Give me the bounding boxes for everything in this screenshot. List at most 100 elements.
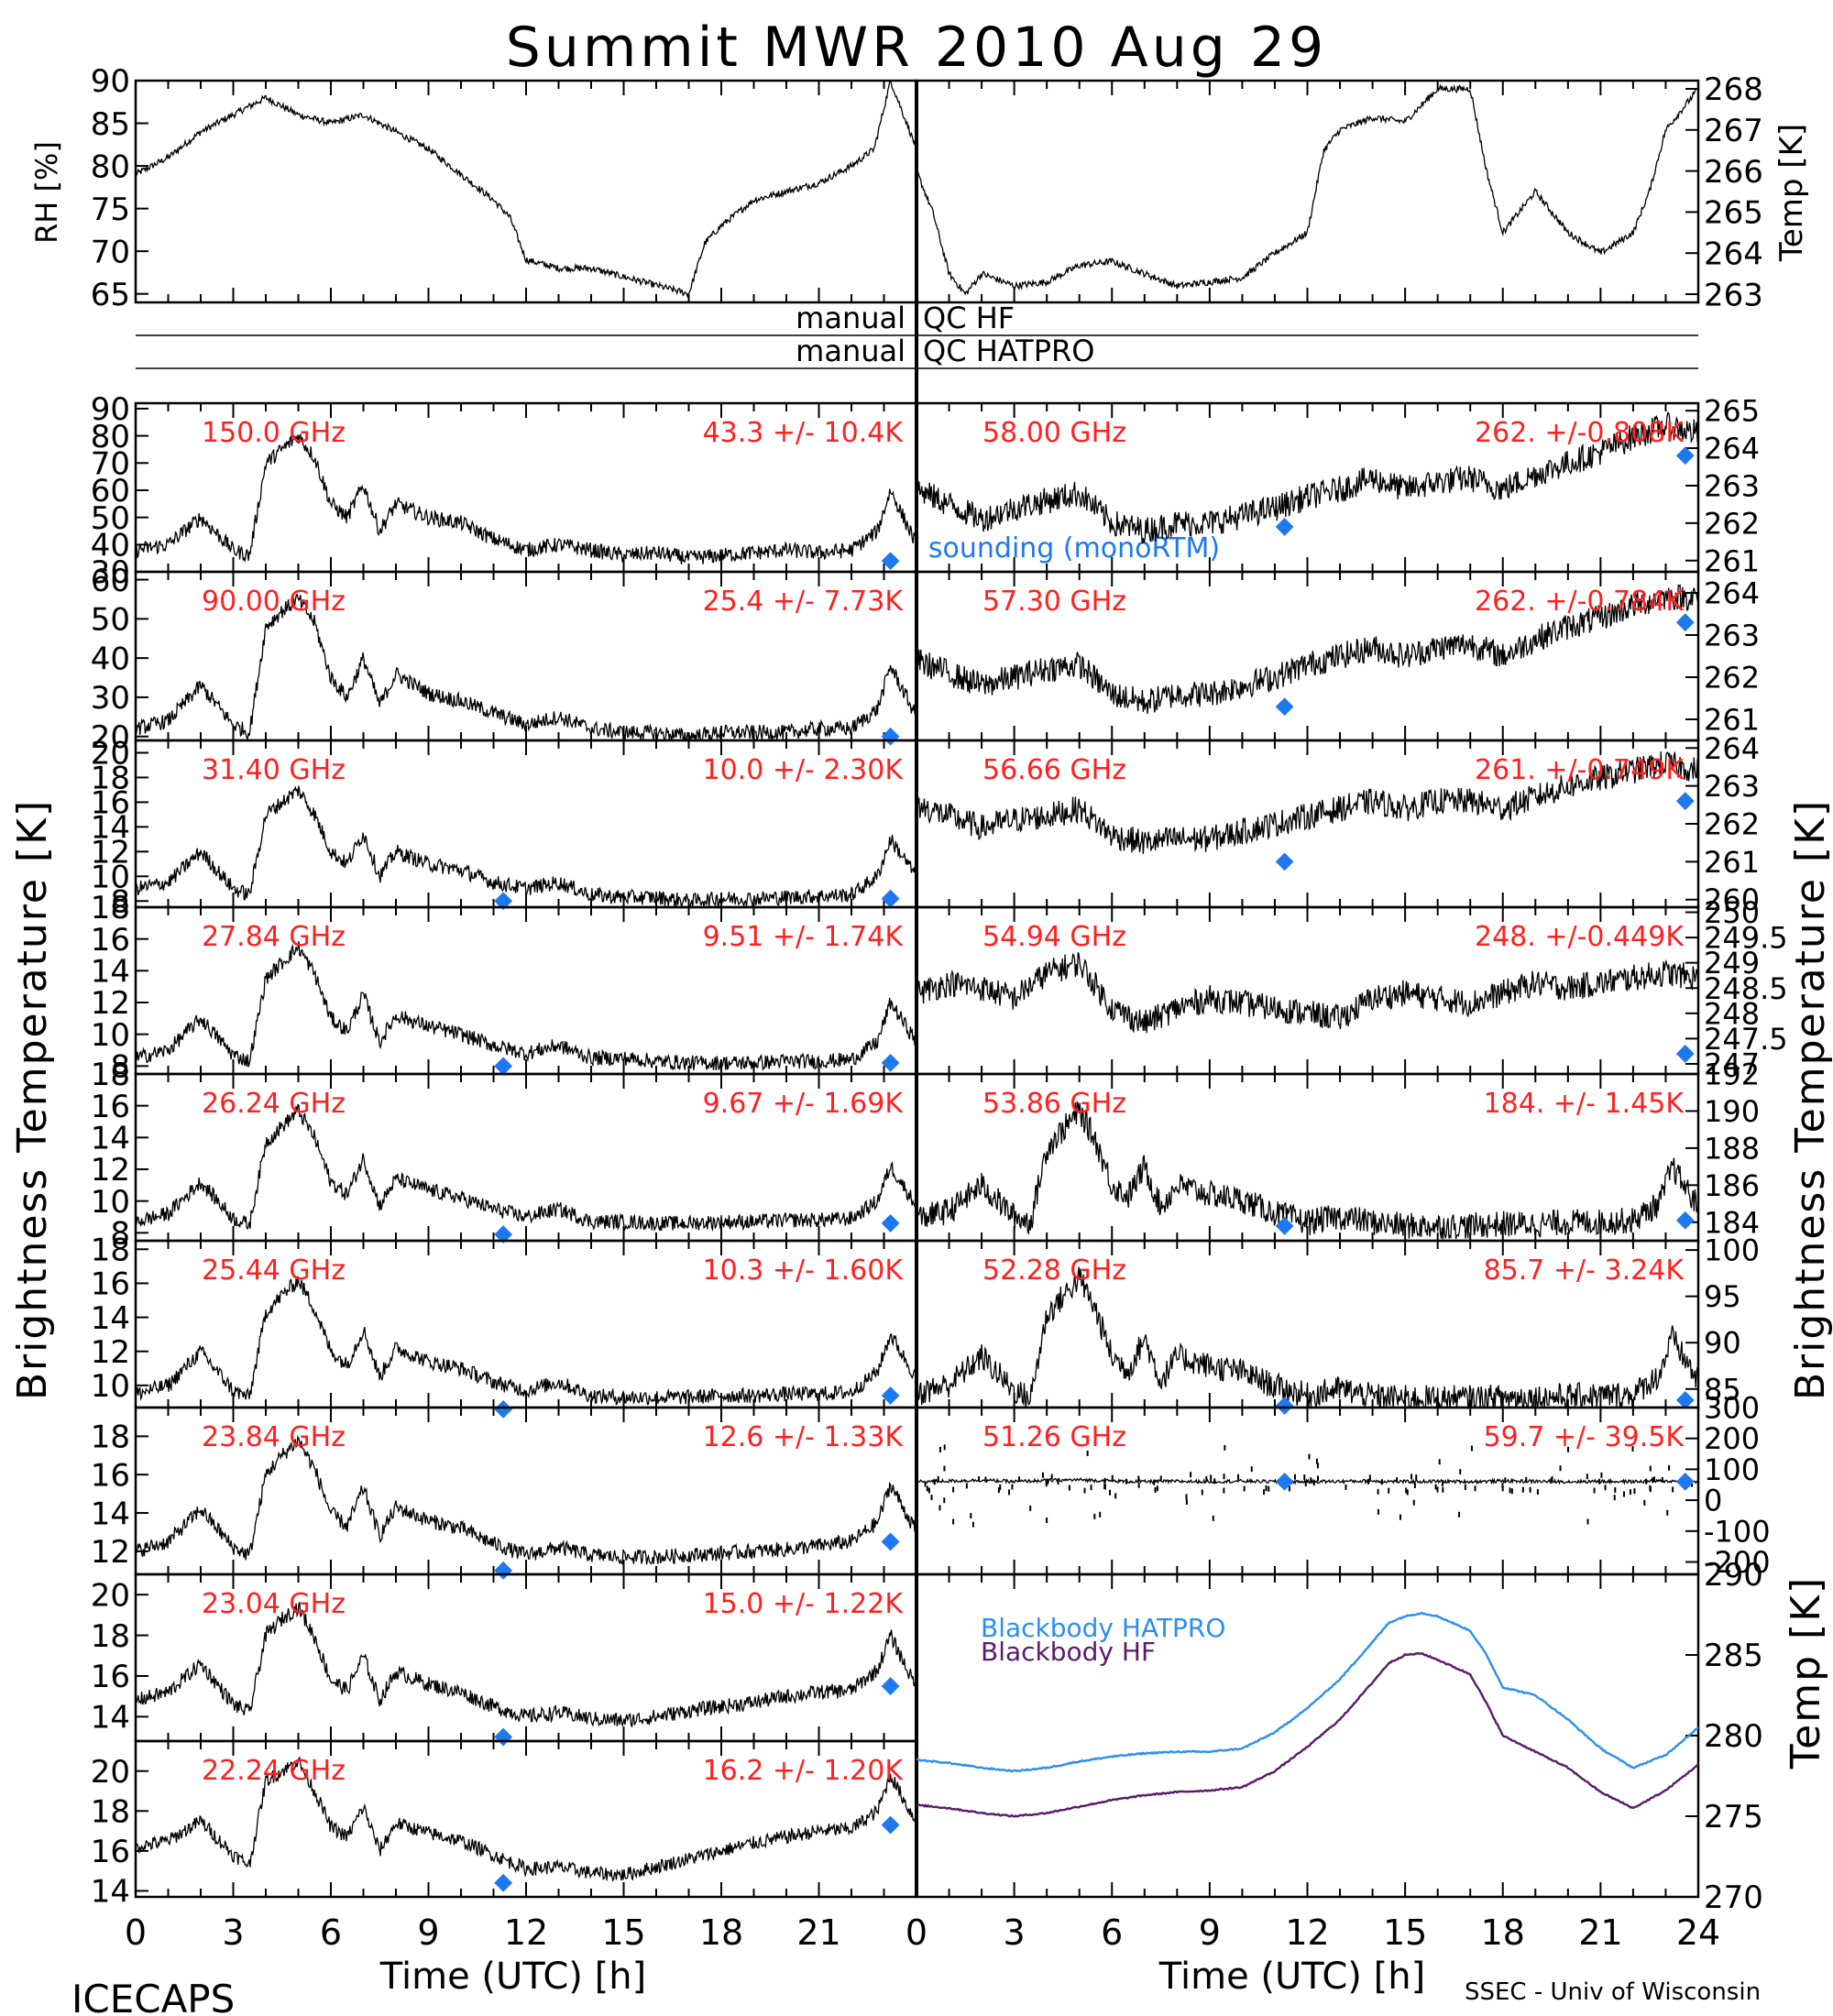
y-tick-label: 270	[1704, 1879, 1763, 1916]
x-tick-label: 6	[320, 1912, 342, 1953]
y-tick-label: 14	[91, 1300, 130, 1337]
qc-hf-right: QC HF	[923, 301, 1015, 335]
y-tick-label: 50	[91, 500, 130, 537]
x-tick-label: 6	[1101, 1912, 1123, 1953]
sounding-marker	[1275, 1216, 1294, 1235]
scatter-point	[1604, 1485, 1607, 1491]
scatter-point	[1691, 1481, 1694, 1487]
y-tick-label: 75	[91, 192, 130, 228]
y-tick-label: 90	[91, 391, 130, 428]
scatter-point	[1099, 1511, 1102, 1517]
series-line-ch2624	[135, 1103, 917, 1232]
scatter-point	[970, 1513, 972, 1519]
scatter-point	[943, 1497, 946, 1504]
scatter-point	[1586, 1518, 1589, 1525]
series-line-ch5126	[916, 1477, 1699, 1485]
qc-hatpro-right: QC HATPRO	[923, 334, 1094, 368]
footer-xlabel-right: Time (UTC) [h]	[1158, 1956, 1425, 1998]
scatter-point	[1501, 1483, 1504, 1489]
y-tick-label: 8	[110, 1049, 130, 1086]
frequency-label: 53.86 GHz	[982, 1088, 1126, 1120]
scatter-point	[1047, 1478, 1049, 1485]
scatter-point	[1201, 1489, 1203, 1496]
left-tb-axis-label: Brightness Temperature [K]	[9, 799, 56, 1400]
y-tick-label: 65	[91, 277, 130, 313]
y-tick-label: 184	[1704, 1205, 1760, 1240]
scatter-point	[1114, 1493, 1117, 1499]
stat-label: 184. +/- 1.45K	[1484, 1088, 1685, 1120]
scatter-point	[1050, 1474, 1053, 1480]
scatter-point	[1310, 1477, 1312, 1484]
scatter-point	[1316, 1475, 1319, 1482]
frequency-label: 25.44 GHz	[202, 1255, 346, 1287]
stat-label: 15.0 +/- 1.22K	[703, 1588, 905, 1620]
sounding-marker	[494, 1561, 513, 1580]
scatter-point	[1045, 1481, 1048, 1487]
x-tick-label: 0	[906, 1912, 927, 1953]
y-tick-label: 248.5	[1704, 971, 1788, 1006]
y-tick-label: 262	[1704, 661, 1760, 696]
frequency-label: 57.30 GHz	[982, 586, 1126, 618]
scatter-point	[1459, 1469, 1462, 1475]
y-tick-label: 18	[91, 1794, 130, 1831]
y-tick-label: 275	[1704, 1799, 1763, 1835]
series-line-ch5666	[916, 751, 1699, 854]
series-line-ch5730	[916, 584, 1699, 714]
stat-label: 25.4 +/- 7.73K	[703, 586, 905, 618]
y-tick-label: -200	[1704, 1545, 1771, 1580]
scatter-point	[1185, 1494, 1188, 1500]
y-tick-label: 280	[1704, 1718, 1763, 1755]
stat-label: 10.0 +/- 2.30K	[703, 754, 905, 786]
y-tick-label: 263	[1704, 277, 1763, 313]
panel-rh: 65 70 75 80 85 90	[91, 63, 918, 313]
y-tick-label: 60	[91, 473, 130, 509]
y-tick-label: 188	[1704, 1131, 1760, 1166]
qc-rows: manual QC HF manual QC HATPRO	[136, 301, 1698, 369]
y-tick-label: 80	[91, 148, 130, 185]
scatter-point	[1268, 1485, 1270, 1492]
scatter-point	[997, 1487, 1000, 1494]
y-tick-label: 100	[1704, 1233, 1760, 1268]
sounding-marker	[494, 1225, 513, 1244]
scatter-point	[1154, 1486, 1157, 1493]
y-tick-label: 14	[91, 1874, 130, 1911]
y-tick-label: 16	[91, 1457, 130, 1494]
sounding-marker	[1675, 613, 1695, 632]
y-tick-label: 18	[91, 761, 130, 797]
y-tick-label: 12	[91, 985, 130, 1022]
panel-ch5228: 85 90 95 100	[915, 1233, 1760, 1415]
y-tick-label: 267	[1704, 113, 1763, 149]
legend-hf: Blackbody HF	[981, 1637, 1156, 1667]
panel-temp: 263 264 265 266 267 268	[915, 71, 1763, 313]
scatter-point	[937, 1475, 939, 1482]
y-tick-label: 18	[91, 1419, 130, 1456]
scatter-point	[1399, 1514, 1401, 1520]
y-tick-label: 16	[91, 922, 130, 959]
y-tick-label: 285	[1704, 1638, 1763, 1674]
scatter-point	[1396, 1477, 1399, 1484]
x-tick-label: 21	[1578, 1912, 1622, 1953]
scatter-point	[1509, 1487, 1511, 1494]
y-tick-label: 30	[91, 554, 130, 591]
frequency-label: 22.24 GHz	[202, 1755, 346, 1787]
sounding-marker	[1675, 792, 1695, 811]
y-tick-label: 10	[91, 1184, 130, 1221]
stat-label: 16.2 +/- 1.20K	[703, 1755, 905, 1787]
blackbody-series-1	[916, 1651, 1699, 1818]
rh-axis-label: RH [%]	[29, 141, 64, 244]
scatter-point	[1438, 1459, 1441, 1465]
scatter-point	[1598, 1478, 1601, 1485]
scatter-point	[1093, 1513, 1096, 1519]
y-tick-label: 263	[1704, 468, 1760, 503]
frequency-label: 26.24 GHz	[202, 1088, 346, 1120]
scatter-point	[1153, 1479, 1156, 1485]
y-tick-label: 265	[1704, 394, 1760, 429]
scatter-point	[938, 1505, 941, 1511]
scatter-point	[1442, 1480, 1444, 1486]
y-tick-label: 262	[1704, 807, 1760, 842]
scatter-point	[943, 1465, 946, 1472]
sounding-marker	[881, 1214, 900, 1233]
